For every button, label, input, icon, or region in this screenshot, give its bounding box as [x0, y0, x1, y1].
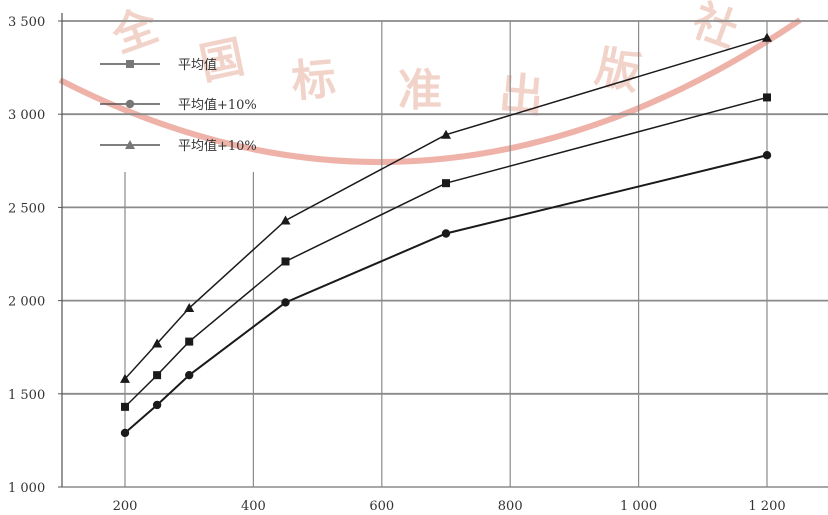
x-tick-label: 1 200	[748, 499, 785, 514]
stamp-char: 标	[290, 53, 338, 108]
x-tick-label: 600	[369, 499, 394, 514]
data-point	[184, 303, 195, 313]
data-point	[442, 179, 450, 188]
legend-marker	[126, 60, 134, 68]
x-tick-label: 1 000	[620, 499, 657, 514]
y-tick-label: 3 500	[8, 15, 45, 30]
series-2	[121, 93, 771, 411]
legend-marker	[125, 99, 135, 109]
data-point	[281, 257, 290, 266]
data-point	[280, 215, 291, 225]
data-point	[441, 129, 451, 139]
series-line	[124, 37, 768, 380]
series-lines	[120, 32, 772, 438]
stamp-char: 准	[398, 65, 442, 116]
data-point	[120, 373, 130, 383]
data-point	[121, 402, 129, 411]
data-point	[763, 93, 771, 102]
stamp-char: 社	[686, 0, 745, 58]
publisher-stamp-watermark: 全国标准出版社	[58, 0, 802, 165]
data-point	[153, 371, 162, 380]
y-tick-label: 3 000	[8, 108, 45, 123]
data-point	[120, 428, 130, 438]
legend-marker	[125, 140, 135, 149]
data-point	[185, 337, 194, 346]
series-line	[124, 96, 768, 408]
x-tick-label: 200	[113, 499, 138, 514]
legend-label: 平均值	[178, 57, 217, 73]
grid-lines	[61, 13, 828, 488]
y-tick-label: 2 000	[8, 295, 45, 310]
data-point	[762, 151, 772, 160]
stamp-char: 国	[195, 31, 249, 90]
data-point	[441, 229, 451, 238]
data-point	[281, 298, 290, 307]
y-axis-tick-labels: 1 000 1 500 2 000 2 500 3 000 3 500	[8, 15, 62, 496]
legend-label: 平均值+10%	[178, 97, 257, 113]
y-tick-label: 1 500	[8, 388, 45, 403]
stamp-char: 全	[105, 0, 166, 63]
data-point	[762, 32, 772, 42]
x-tick-label: 800	[498, 499, 523, 514]
legend-label: 平均值+10%	[178, 138, 257, 154]
y-tick-label: 1 000	[8, 481, 45, 496]
data-point	[152, 338, 163, 348]
series-line	[124, 154, 768, 434]
stamp-char: 版	[591, 41, 645, 100]
y-tick-label: 2 500	[8, 201, 45, 216]
x-axis-tick-labels: 200 400 600 800 1 000 1 200	[113, 499, 786, 514]
data-point	[185, 370, 194, 380]
x-tick-label: 400	[241, 499, 266, 514]
data-point	[152, 400, 162, 410]
series-1	[120, 151, 772, 438]
stamp-arc	[58, 17, 802, 165]
series-3	[120, 32, 772, 383]
